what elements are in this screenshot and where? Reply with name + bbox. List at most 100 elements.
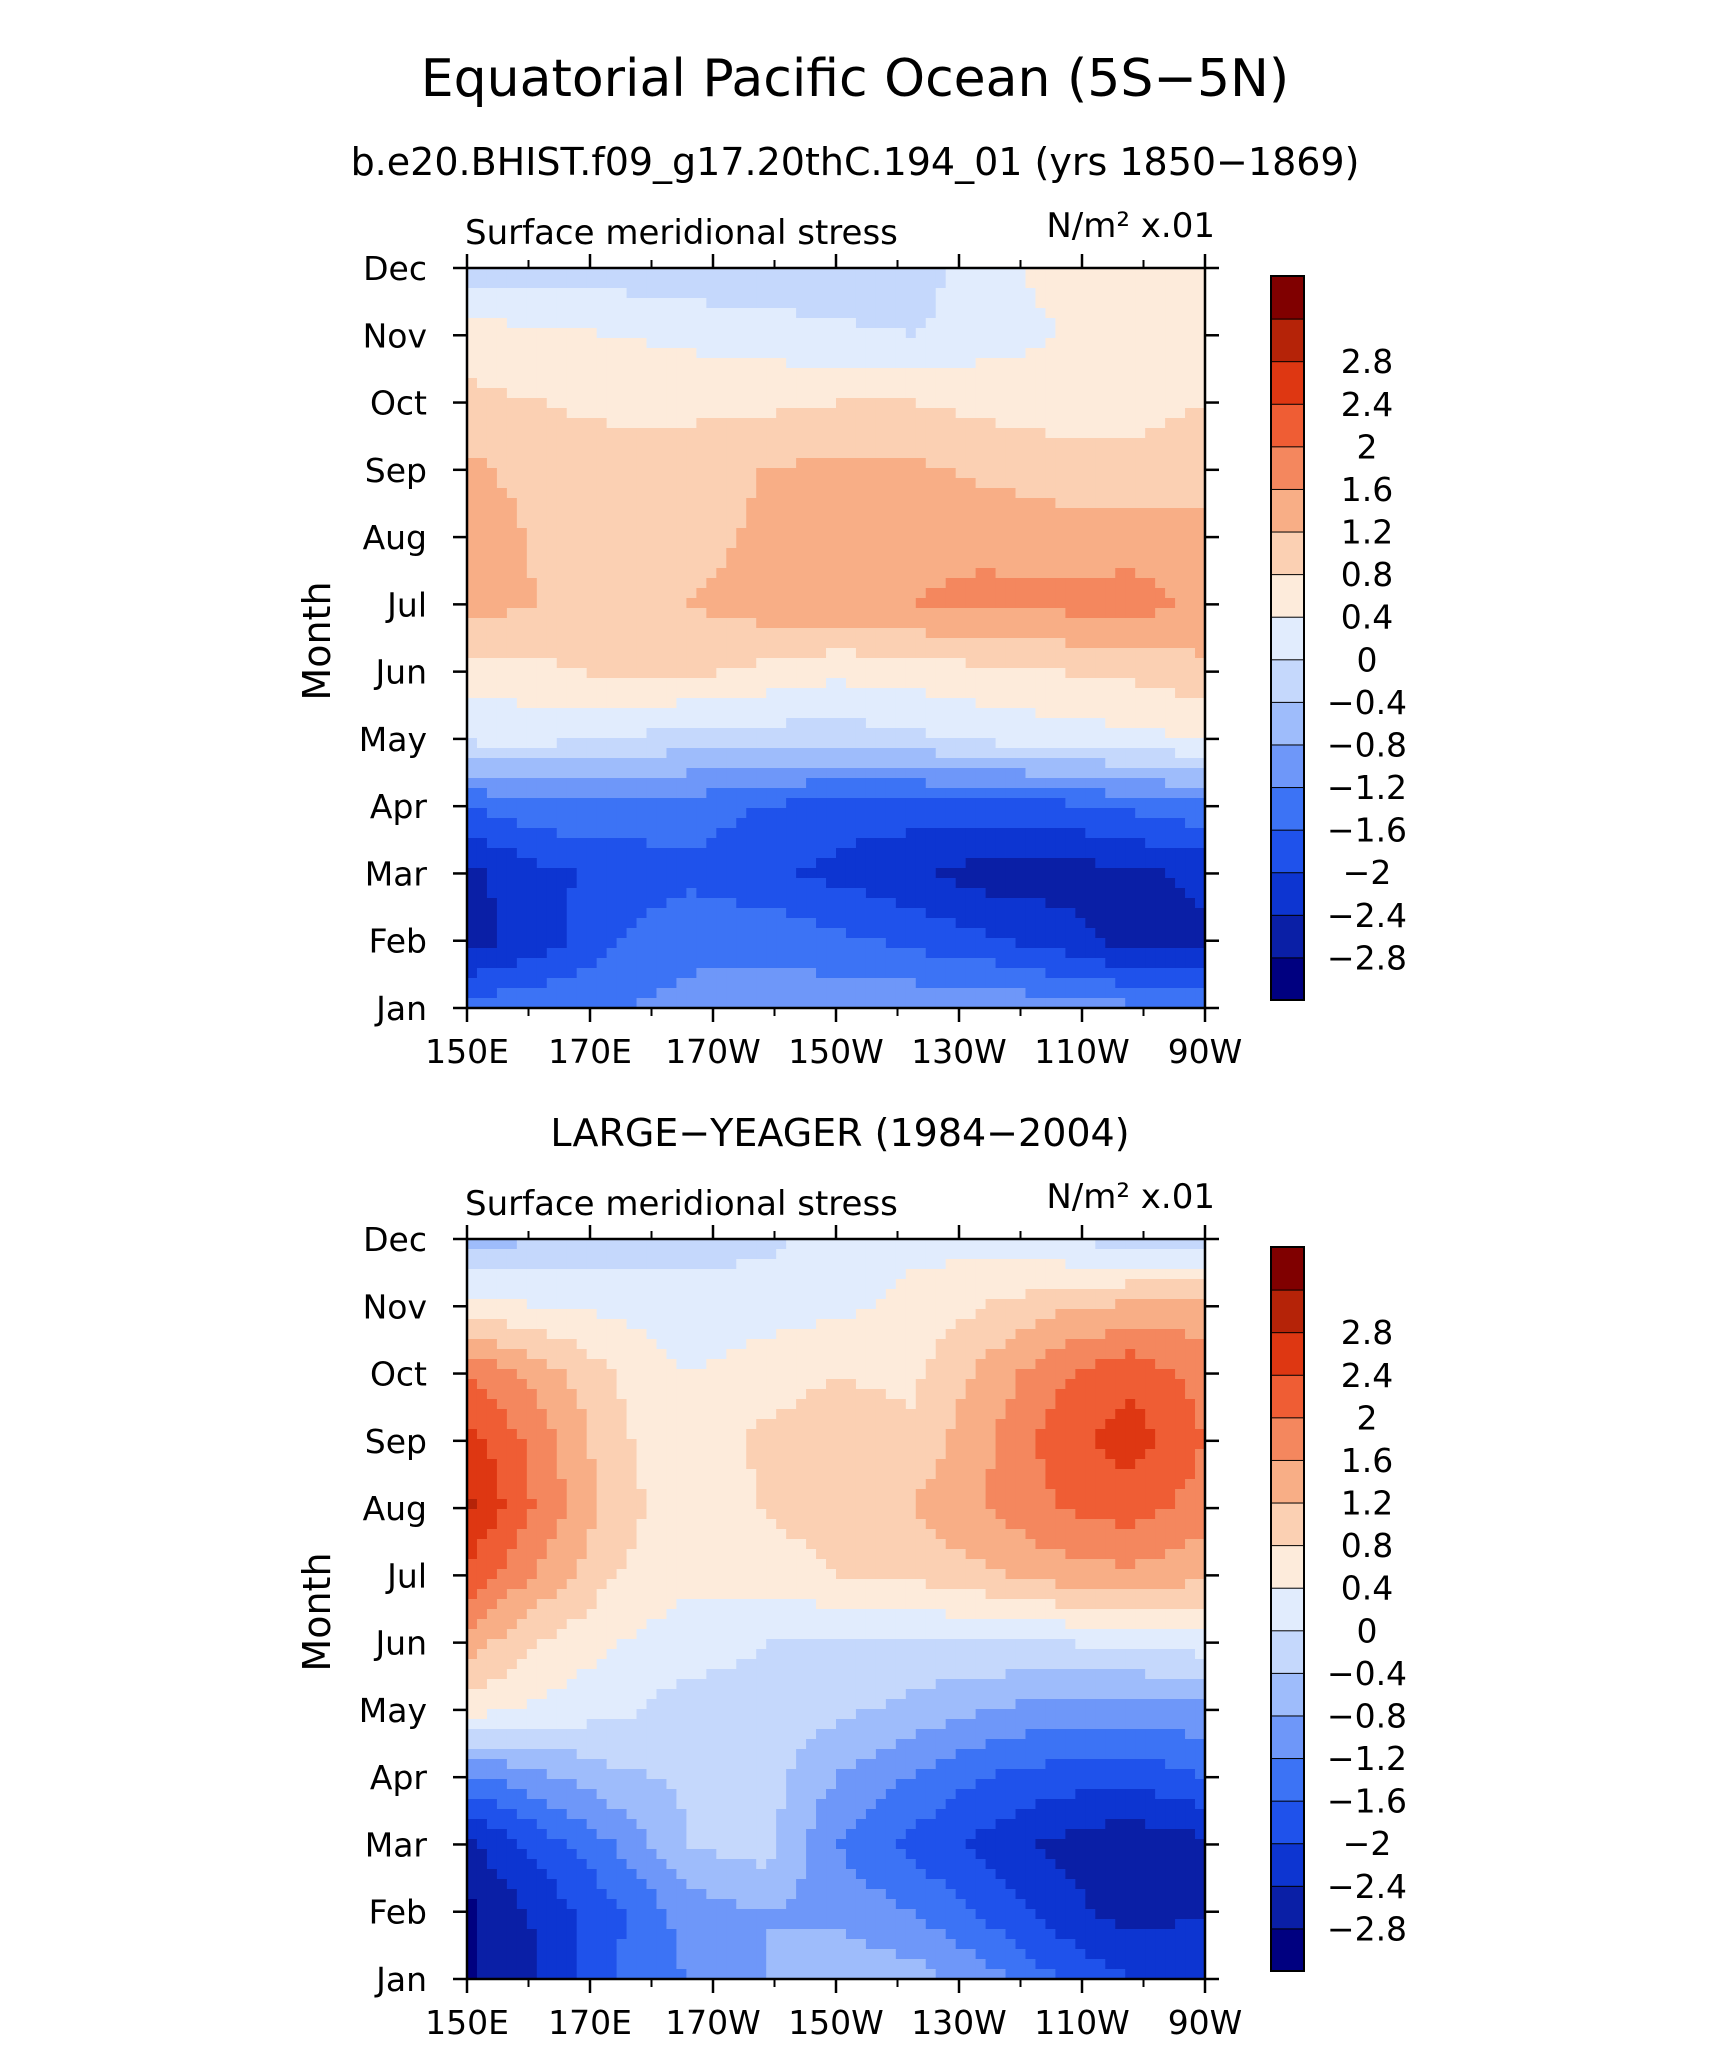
heatmap-cell: [1045, 728, 1056, 739]
heatmap-cell: [1025, 288, 1037, 299]
heatmap-cell: [855, 818, 867, 829]
heatmap-cell: [875, 408, 887, 419]
heatmap-cell: [467, 328, 478, 339]
heatmap-cell: [656, 768, 668, 779]
heatmap-cell: [606, 538, 618, 549]
heatmap-cell: [955, 498, 967, 509]
heatmap-cell: [786, 608, 797, 619]
heatmap-cell: [726, 718, 737, 729]
heatmap-cell: [676, 908, 687, 919]
heatmap-cell: [636, 878, 648, 889]
heatmap-cell: [766, 548, 777, 559]
heatmap-cell: [965, 348, 977, 359]
heatmap-cell: [925, 538, 937, 549]
heatmap-cell: [476, 428, 488, 439]
heatmap-cell: [905, 428, 917, 439]
heatmap-cell: [955, 698, 967, 709]
heatmap-cell: [925, 798, 937, 809]
heatmap-cell: [676, 498, 687, 509]
heatmap-cell: [796, 768, 807, 779]
heatmap-cell: [596, 808, 608, 819]
heatmap-cell: [1095, 778, 1106, 789]
heatmap-cell: [945, 778, 957, 789]
heatmap-cell: [1075, 368, 1086, 379]
heatmap-cell: [496, 878, 508, 889]
heatmap-cell: [1135, 448, 1146, 459]
heatmap-cell: [606, 348, 618, 359]
heatmap-cell: [1035, 908, 1047, 919]
heatmap-cell: [676, 318, 687, 329]
heatmap-cell: [696, 918, 707, 929]
heatmap-cell: [885, 388, 897, 399]
heatmap-cell: [796, 668, 807, 679]
heatmap-cell: [606, 558, 618, 569]
heatmap-cell: [1165, 628, 1176, 639]
heatmap-cell: [826, 368, 837, 379]
heatmap-cell: [776, 728, 787, 739]
heatmap-cell: [1115, 888, 1126, 899]
heatmap-cell: [826, 888, 837, 899]
heatmap-cell: [756, 418, 767, 429]
heatmap-cell: [756, 778, 767, 789]
heatmap-cell: [1055, 318, 1066, 329]
heatmap-cell: [865, 748, 877, 759]
heatmap-cell: [496, 378, 508, 389]
heatmap-cell: [855, 478, 867, 489]
heatmap-cell: [496, 698, 508, 709]
heatmap-cell: [496, 918, 508, 929]
heatmap-cell: [965, 698, 977, 709]
heatmap-cell: [836, 398, 847, 409]
heatmap-cell: [816, 538, 827, 549]
heatmap-cell: [806, 908, 817, 919]
heatmap-cell: [476, 758, 488, 769]
heatmap-cell: [756, 538, 767, 549]
heatmap-cell: [596, 928, 608, 939]
heatmap-cell: [646, 518, 658, 529]
heatmap-cell: [1005, 848, 1017, 859]
heatmap-cell: [915, 728, 927, 739]
heatmap-cell: [786, 768, 797, 779]
heatmap-cell: [816, 278, 827, 289]
heatmap-cell: [1195, 778, 1206, 789]
heatmap-cell: [556, 888, 568, 899]
heatmap-cell: [915, 268, 927, 279]
heatmap-cell: [536, 588, 548, 599]
heatmap-cell: [1125, 508, 1136, 519]
heatmap-cell: [806, 648, 817, 659]
heatmap-cell: [596, 298, 608, 309]
heatmap-cell: [696, 418, 707, 429]
heatmap-cell: [905, 328, 917, 339]
heatmap-cell: [1185, 588, 1196, 599]
heatmap-cell: [576, 268, 588, 279]
heatmap-cell: [1195, 448, 1206, 459]
heatmap-cell: [1145, 678, 1156, 689]
heatmap-cell: [965, 808, 977, 819]
heatmap-cell: [955, 708, 967, 719]
heatmap-cell: [476, 608, 488, 619]
heatmap-cell: [1185, 478, 1196, 489]
heatmap-cell: [826, 668, 837, 679]
heatmap-cell: [1025, 888, 1037, 899]
heatmap-cell: [736, 678, 747, 689]
heatmap-cell: [1055, 628, 1066, 639]
heatmap-cell: [506, 348, 518, 359]
heatmap-cell: [1175, 358, 1186, 369]
heatmap-cell: [915, 868, 927, 879]
heatmap-cell: [806, 388, 817, 399]
heatmap-cell: [1005, 878, 1017, 889]
heatmap-cell: [636, 708, 648, 719]
heatmap-cell: [995, 688, 1007, 699]
heatmap-cell: [875, 298, 887, 309]
heatmap-cell: [656, 578, 668, 589]
heatmap-cell: [1125, 738, 1136, 749]
heatmap-cell: [756, 328, 767, 339]
heatmap-cell: [636, 448, 648, 459]
heatmap-cell: [656, 898, 668, 909]
heatmap-cell: [796, 548, 807, 559]
heatmap-cell: [746, 558, 757, 569]
heatmap-cell: [1175, 298, 1186, 309]
heatmap-cell: [746, 898, 757, 909]
heatmap-cell: [746, 578, 757, 589]
heatmap-cell: [676, 848, 687, 859]
heatmap-cell: [895, 488, 907, 499]
